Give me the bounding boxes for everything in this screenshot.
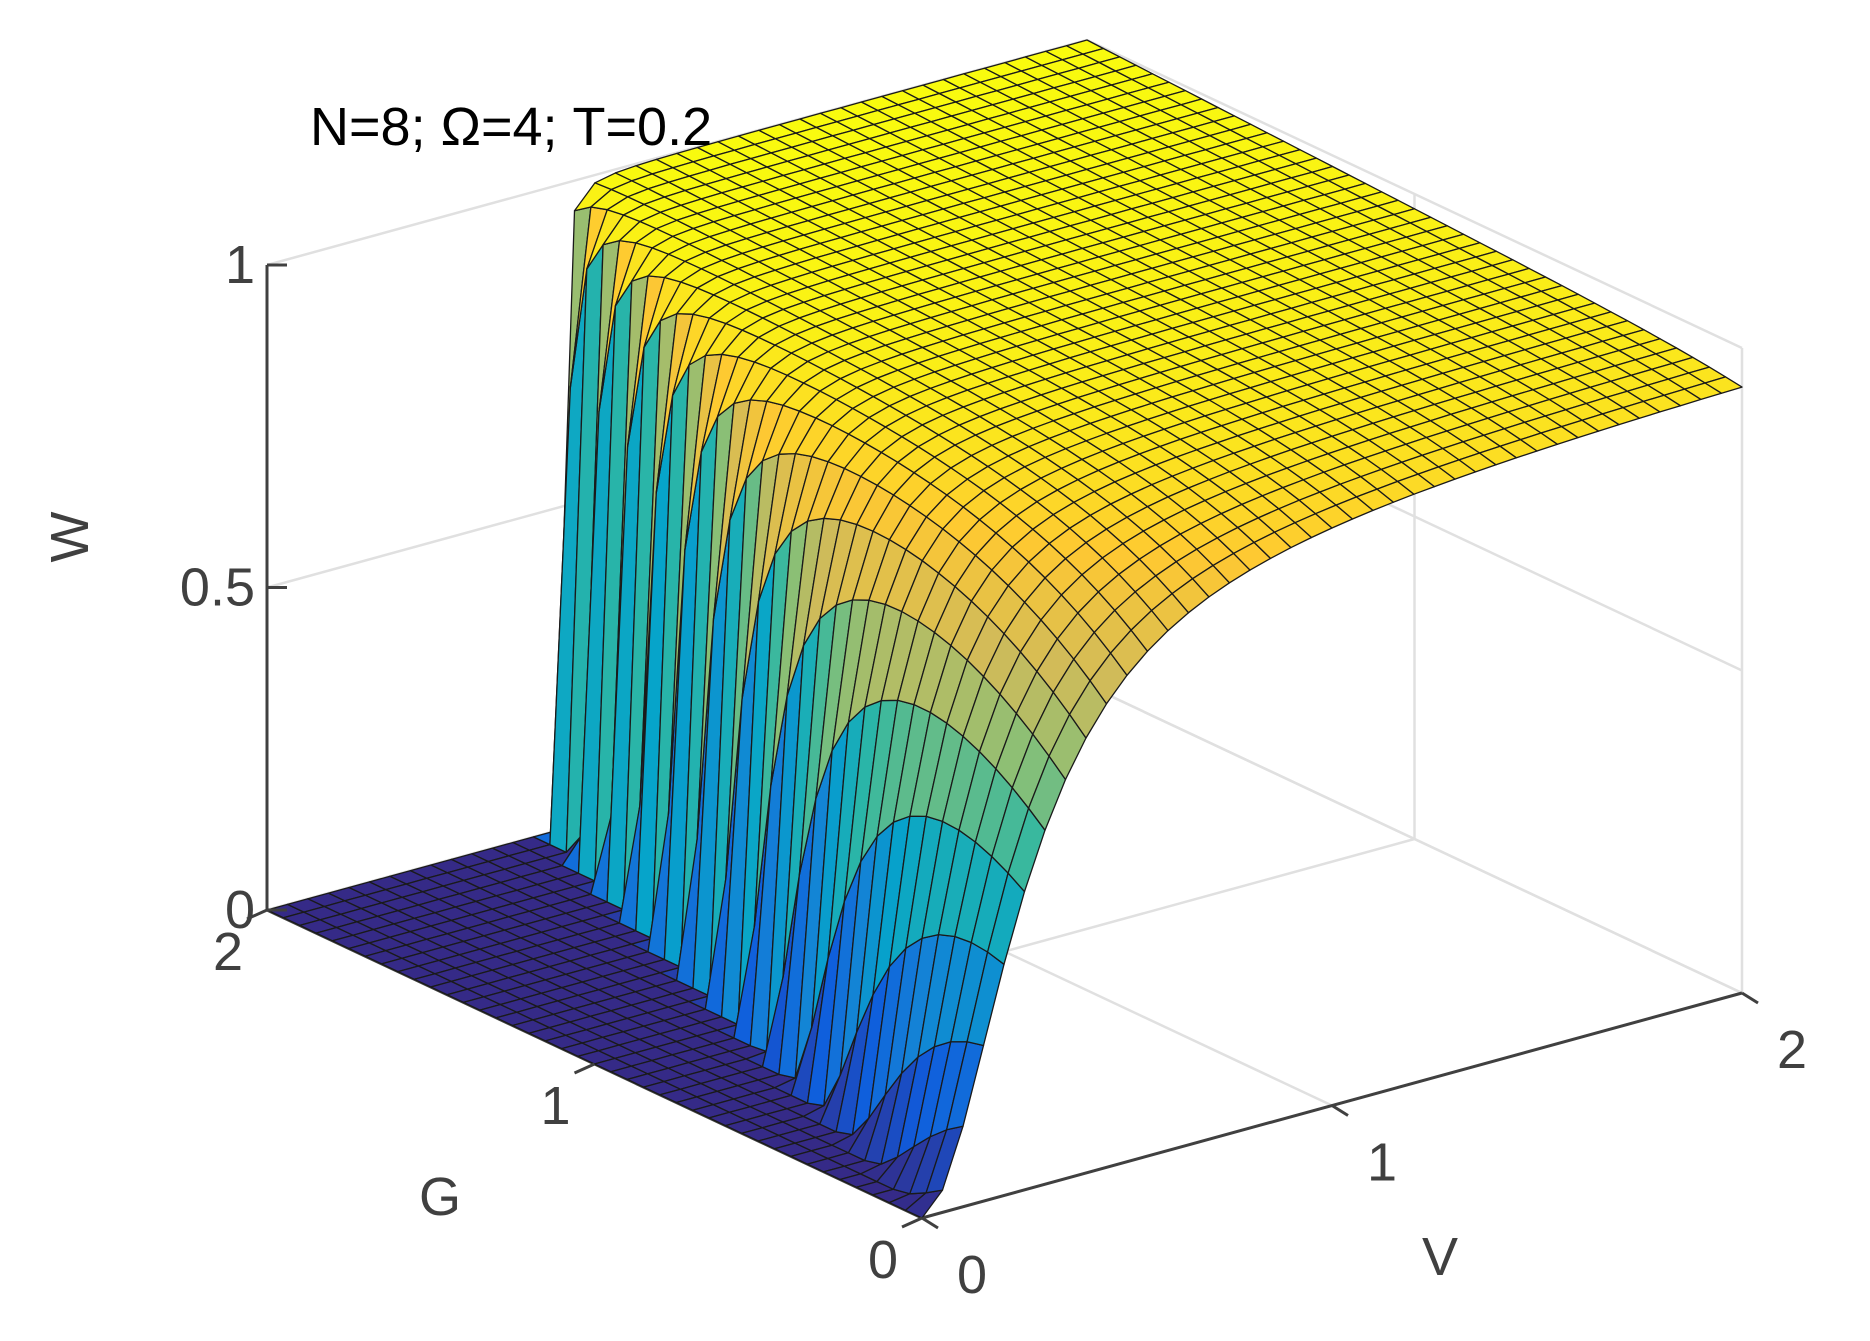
v-tick-label: 1 xyxy=(1367,1133,1397,1193)
g-tick-label: 1 xyxy=(540,1076,570,1136)
w-tick-label: 0.5 xyxy=(180,558,255,618)
gridline xyxy=(1086,38,1743,350)
v-tick-mark xyxy=(1741,991,1759,1005)
g-tick-label: 0 xyxy=(868,1230,898,1290)
g-tick-label: 2 xyxy=(213,922,243,982)
w-tick-label: 1 xyxy=(225,235,255,295)
w-axis-label: W xyxy=(40,511,100,562)
g-tick-mark xyxy=(573,1062,596,1075)
surface-mesh xyxy=(266,39,1743,1219)
v-axis-label: V xyxy=(1422,1227,1458,1287)
v-tick-mark xyxy=(921,1216,939,1230)
v-tick-label: 2 xyxy=(1777,1020,1807,1080)
w-tick-label: 0 xyxy=(225,880,255,940)
g-axis-label: G xyxy=(419,1167,461,1227)
g-tick-mark xyxy=(246,908,268,921)
surface-face xyxy=(1704,376,1743,394)
v-tick-mark xyxy=(1331,1104,1349,1117)
v-tick-label: 0 xyxy=(957,1245,987,1305)
annotation-text: N=8; Ω=4; T=0.2 xyxy=(310,97,712,157)
g-tick-mark xyxy=(901,1216,923,1229)
